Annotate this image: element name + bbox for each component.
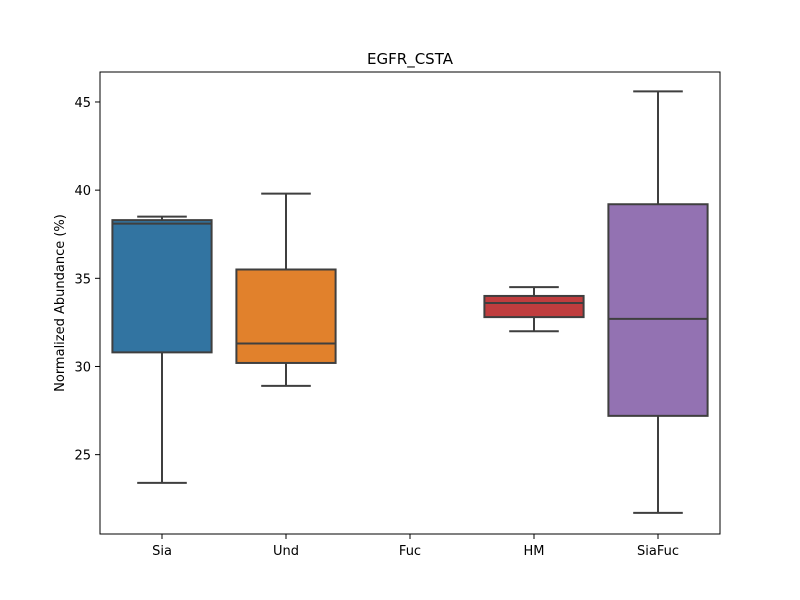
x-tick-label: HM (524, 544, 545, 559)
iqr-box (607, 203, 709, 417)
y-tick-label: 45 (74, 96, 91, 111)
y-axis-label: Normalized Abundance (%) (53, 214, 68, 392)
box-und (235, 192, 337, 387)
x-tick-label: Sia (152, 544, 172, 559)
iqr-box (483, 294, 585, 319)
y-tick-label: 30 (74, 360, 91, 375)
y-axis-ticks: 25 30 35 40 45 (74, 96, 100, 464)
y-tick-label: 40 (74, 184, 91, 199)
y-tick-label: 35 (74, 272, 91, 287)
iqr-box (111, 219, 213, 354)
plot-area-frame (99, 71, 721, 535)
x-tick-label: Und (273, 544, 299, 559)
x-tick-label: SiaFuc (637, 544, 679, 559)
iqr-box (235, 268, 337, 364)
box-hm (483, 286, 585, 333)
y-tick-label: 25 (74, 449, 91, 464)
box-sia (111, 215, 213, 484)
chart-title: EGFR_CSTA (367, 50, 454, 69)
x-tick-label: Fuc (399, 544, 421, 559)
boxes-layer (111, 90, 709, 514)
x-axis-ticks: Sia Und Fuc HM SiaFuc (152, 534, 679, 559)
box-siafuc (607, 90, 709, 514)
